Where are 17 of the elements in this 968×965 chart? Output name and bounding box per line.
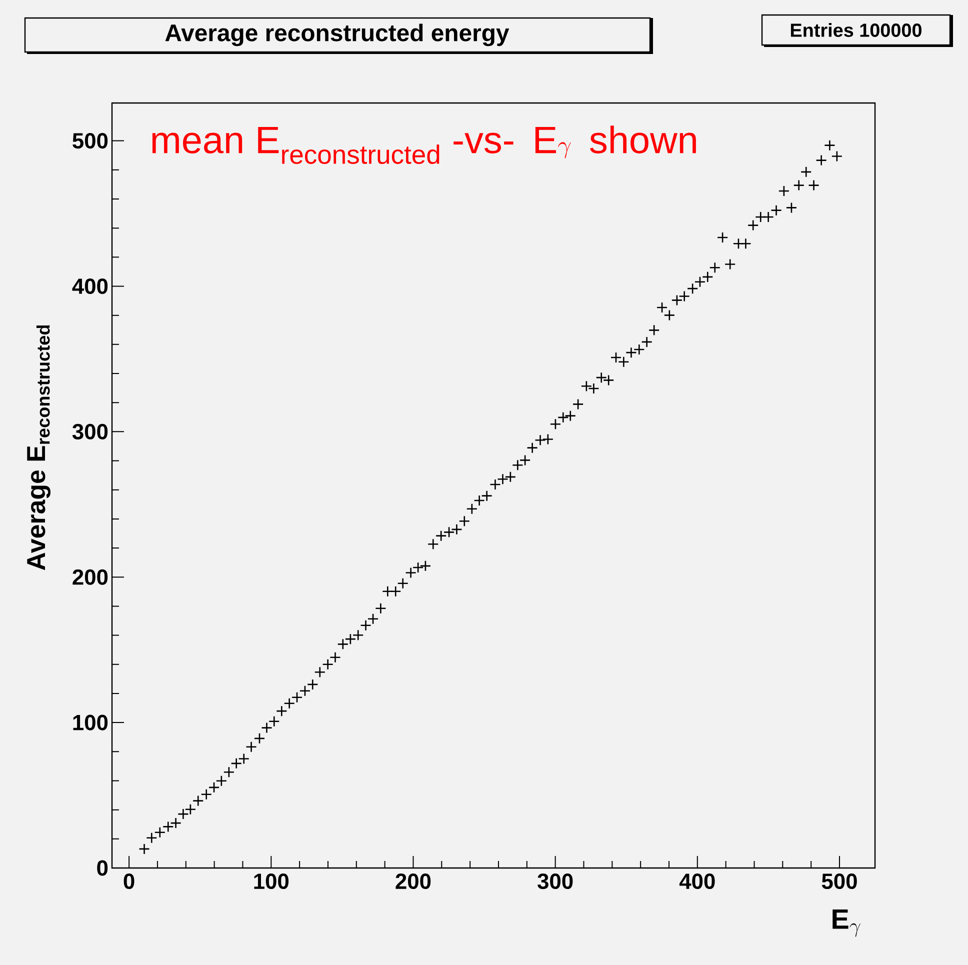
x-tick-label: 300 [538,874,573,890]
y-tick-label: 0 [97,860,108,876]
annotation: $\mbox{mean }\mathrm{E}_{\mathrm{reconstructed}}\mbox{ -vs- }\;\mathrm{E}\gamma\;\mbox{ shown}$ [152,126,696,164]
x-tick-label: 200 [396,874,431,890]
y-tick-label: 300 [72,424,108,440]
y-axis-title: $\mbox{Average }\mathbf{E}_{\mathbf{reconstructed}}$ [27,325,50,570]
x-tick-label: 0 [124,874,134,890]
x-tick-label: 500 [822,874,857,890]
x-tick-label: 400 [679,874,715,890]
y-tick-label: 100 [73,714,108,730]
y-tick-label: 200 [72,569,108,585]
y-tick-label: 400 [72,278,108,294]
x-axis-title: $\mathbf{E}_{\gamma}$ [832,910,860,937]
chart-title: Average reconstructed energy [165,24,510,46]
y-tick-label: 500 [72,133,108,149]
text: Entries 100000 [790,23,922,37]
x-tick-label: 100 [254,874,289,890]
